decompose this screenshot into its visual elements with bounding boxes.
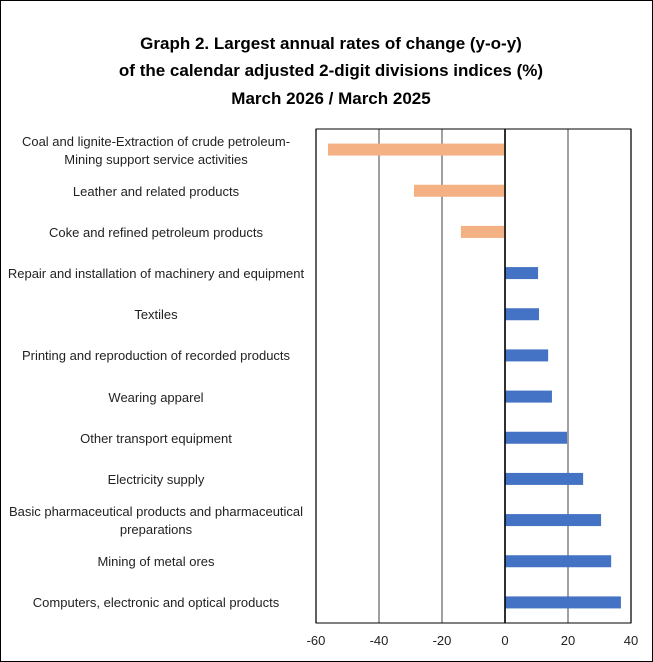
y-tick-label: Basic pharmaceutical products and pharma… — [8, 504, 304, 538]
plot-border — [315, 128, 632, 624]
y-tick-label: Coke and refined petroleum products — [49, 224, 263, 240]
bar — [505, 555, 612, 568]
bar — [413, 184, 505, 197]
bar — [505, 267, 539, 280]
y-tick-label: Wearing apparel — [108, 389, 204, 405]
bar — [505, 514, 602, 527]
y-tick-label: Leather and related products — [72, 183, 240, 199]
bar — [505, 472, 584, 485]
chart-title: Graph 2. Largest annual rates of change … — [140, 34, 522, 53]
x-tick-label: 40 — [624, 633, 638, 648]
x-tick-label: -40 — [370, 633, 389, 648]
bar — [505, 431, 568, 444]
bar — [505, 349, 549, 362]
x-tick-label: -60 — [307, 633, 326, 648]
y-tick-label: Electricity supply — [107, 471, 205, 487]
bar — [505, 308, 540, 321]
chart-title: March 2026 / March 2025 — [231, 89, 430, 108]
y-tick-label: Computers, electronic and optical produc… — [32, 595, 280, 611]
bar — [505, 596, 621, 609]
x-tick-label: 20 — [561, 633, 575, 648]
chart-title: of the calendar adjusted 2-digit divisio… — [119, 61, 543, 80]
x-tick-label: 0 — [501, 633, 508, 648]
y-tick-label: Other transport equipment — [80, 430, 232, 446]
y-tick-label: Coal and lignite-Extraction of crude pet… — [21, 133, 291, 167]
bar — [460, 225, 505, 238]
y-tick-label: Repair and installation of machinery and… — [7, 266, 305, 282]
y-tick-label: Mining of metal ores — [97, 554, 215, 570]
bar — [327, 143, 505, 156]
x-tick-label: -20 — [433, 633, 452, 648]
bar — [505, 390, 552, 403]
y-tick-label: Printing and reproduction of recorded pr… — [21, 348, 291, 364]
y-tick-label: Textiles — [134, 307, 178, 323]
